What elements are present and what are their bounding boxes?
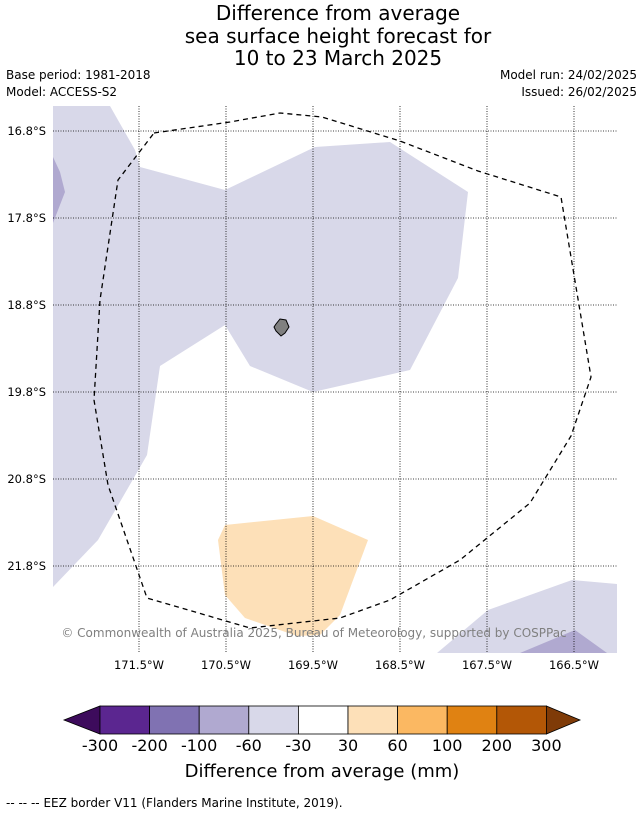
colorbar-tick: -300 [81,736,119,755]
gridlines [53,106,617,653]
meta-left: Base period: 1981-2018 Model: ACCESS-S2 [6,67,151,100]
anomaly-region-neg-strong-bottom-right [520,630,607,653]
lon-label: 168.5°W [375,658,425,672]
island-land [273,318,290,337]
lon-label: 169.5°W [288,658,338,672]
issued-date: Issued: 26/02/2025 [521,84,637,99]
title-line-3: 10 to 23 March 2025 [233,46,443,70]
colorbar-tick: 200 [481,736,513,755]
anomaly-region-neg-strong-left [53,157,65,223]
lat-label: 20.8°S [7,472,46,486]
colorbar-tick: -30 [285,736,312,755]
colorbar-tick: 300 [531,736,562,755]
colorbar-cell [198,705,250,735]
title-line-2: sea surface height forecast for [184,23,492,48]
colorbar-tick: -60 [235,736,262,755]
lat-label: 16.8°S [7,124,46,138]
eez-legend-text: EEZ border V11 (Flanders Marine Institut… [43,796,343,810]
map-title: Difference from average sea surface heig… [0,2,644,70]
copyright-text: © Commonwealth of Australia 2025, Bureau… [61,626,566,640]
model-name: Model: ACCESS-S2 [6,84,118,99]
colorbar-cell [496,705,547,735]
colorbar-cell [149,705,200,735]
lat-label: 21.8°S [7,559,46,573]
colorbar [62,705,582,735]
lat-label: 19.8°S [7,385,46,399]
colorbar-tick-labels: -300 -200 -100 -60 -30 30 60 100 200 300 [0,736,644,756]
base-period: Base period: 1981-2018 [6,68,151,82]
colorbar-tick: -100 [181,736,218,755]
colorbar-over-triangle [546,705,582,735]
lat-label: 17.8°S [7,211,46,225]
eez-border [93,112,592,629]
colorbar-tick: 30 [337,736,359,755]
title-line-1: Difference from average [215,1,461,25]
colorbar-under-triangle [62,705,101,735]
lon-label: 167.5°W [462,658,512,672]
colorbar-tick: 60 [387,736,408,755]
eez-legend-marker: -- -- -- [6,796,40,810]
model-run: Model run: 24/02/2025 [499,68,637,82]
anomaly-region-pos [218,516,368,636]
colorbar-cell [248,705,299,735]
colorbar-tick: 100 [431,736,463,755]
lon-label: 166.5°W [549,658,599,672]
map-area [53,106,617,653]
footer-legend: -- -- -- EEZ border V11 (Flanders Marine… [6,796,343,810]
colorbar-cell [347,705,398,735]
colorbar-cell [397,705,448,735]
lon-label: 171.5°W [114,658,164,672]
lat-label: 18.8°S [7,298,46,312]
meta-right: Model run: 24/02/2025 Issued: 26/02/2025 [500,67,637,100]
colorbar-cell [446,705,498,735]
colorbar-cell [297,705,349,735]
colorbar-tick: -200 [131,736,168,755]
lon-label: 170.5°W [201,658,251,672]
colorbar-title: Difference from average (mm) [184,761,460,782]
colorbar-cell [99,705,150,735]
anomaly-region-neg-left [53,106,468,587]
